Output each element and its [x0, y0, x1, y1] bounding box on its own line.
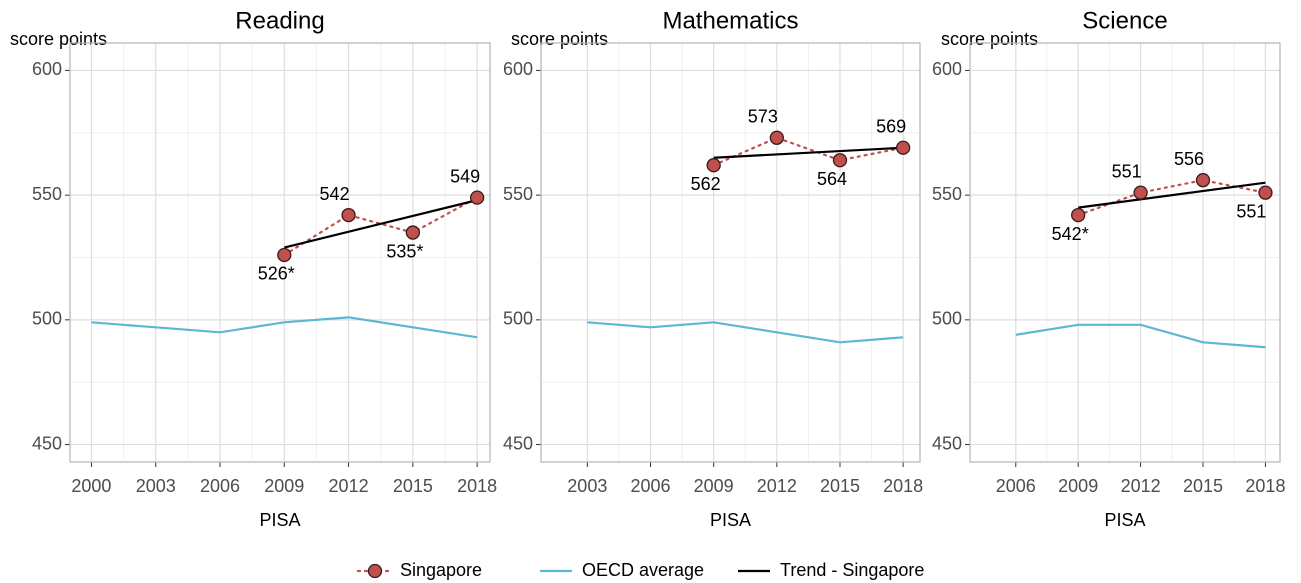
legend-label: Trend - Singapore — [780, 560, 924, 580]
x-axis-label: PISA — [710, 510, 751, 530]
x-tick-label: 2015 — [820, 476, 860, 496]
x-tick-label: 2018 — [457, 476, 497, 496]
x-tick-label: 2018 — [1245, 476, 1285, 496]
x-tick-label: 2006 — [996, 476, 1036, 496]
panel-border — [969, 42, 1281, 463]
trend-line — [713, 146, 904, 159]
x-tick-label: 2018 — [883, 476, 923, 496]
data-label: 526* — [258, 264, 295, 284]
y-tick-label: 600 — [932, 59, 962, 79]
singapore-marker — [405, 225, 421, 240]
singapore-marker — [341, 207, 356, 223]
singapore-marker — [469, 190, 485, 205]
x-tick-label: 2003 — [136, 476, 176, 496]
data-label: 573 — [748, 107, 778, 127]
singapore-marker — [1071, 207, 1086, 223]
y-tick-label: 500 — [932, 309, 962, 329]
singapore-marker — [1195, 173, 1211, 188]
legend-key-marker — [367, 563, 383, 579]
data-label: 542* — [1052, 224, 1089, 244]
legend-label: OECD average — [582, 560, 704, 580]
x-tick-label: 2003 — [567, 476, 607, 496]
singapore-marker — [832, 153, 848, 168]
panel-title: Mathematics — [662, 7, 798, 34]
singapore-marker — [277, 247, 292, 263]
data-label: 549 — [450, 166, 480, 186]
y-tick-label: 450 — [503, 433, 533, 453]
singapore-marker — [896, 140, 911, 155]
y-axis-label: score points — [941, 29, 1038, 49]
x-axis-label: PISA — [1104, 510, 1145, 530]
y-tick-label: 550 — [503, 184, 533, 204]
panel-border — [540, 42, 921, 463]
legend-label: Singapore — [400, 560, 482, 580]
x-tick-label: 2006 — [200, 476, 240, 496]
data-label: 542 — [320, 184, 350, 204]
trend-line — [284, 199, 478, 249]
data-label: 569 — [876, 117, 906, 137]
y-tick-label: 550 — [32, 184, 62, 204]
singapore-marker — [1133, 185, 1148, 200]
y-tick-label: 600 — [503, 59, 533, 79]
x-tick-label: 2015 — [1183, 476, 1223, 496]
singapore-marker — [769, 130, 784, 145]
x-tick-label: 2012 — [1121, 476, 1161, 496]
y-tick-label: 450 — [932, 433, 962, 453]
y-tick-label: 450 — [32, 433, 62, 453]
x-tick-label: 2012 — [757, 476, 797, 496]
y-tick-label: 500 — [503, 309, 533, 329]
data-label: 551 — [1112, 161, 1142, 181]
x-tick-label: 2009 — [694, 476, 734, 496]
singapore-line — [712, 136, 905, 167]
data-label: 564 — [817, 169, 847, 189]
data-label: 535* — [386, 241, 423, 261]
x-tick-label: 2009 — [1058, 476, 1098, 496]
y-axis-label: score points — [10, 29, 107, 49]
x-tick-label: 2006 — [630, 476, 670, 496]
panel-border — [69, 42, 491, 463]
x-axis-label: PISA — [259, 510, 300, 530]
data-label: 551 — [1236, 201, 1266, 221]
y-tick-label: 550 — [932, 184, 962, 204]
panel-title: Reading — [235, 7, 324, 34]
y-tick-label: 500 — [32, 309, 62, 329]
singapore-line — [283, 196, 479, 257]
trend-line — [1078, 181, 1266, 209]
oecd-line — [1015, 323, 1266, 349]
x-tick-label: 2015 — [393, 476, 433, 496]
singapore-marker — [706, 158, 721, 173]
oecd-line — [587, 321, 904, 344]
oecd-line — [91, 316, 478, 339]
x-tick-label: 2012 — [329, 476, 369, 496]
x-tick-label: 2009 — [264, 476, 304, 496]
data-label: 562 — [691, 174, 721, 194]
singapore-marker — [1258, 185, 1273, 200]
data-label: 556 — [1174, 149, 1204, 169]
y-axis-label: score points — [511, 29, 608, 49]
panel-title: Science — [1082, 7, 1167, 34]
x-tick-label: 2000 — [71, 476, 111, 496]
y-tick-label: 600 — [32, 59, 62, 79]
